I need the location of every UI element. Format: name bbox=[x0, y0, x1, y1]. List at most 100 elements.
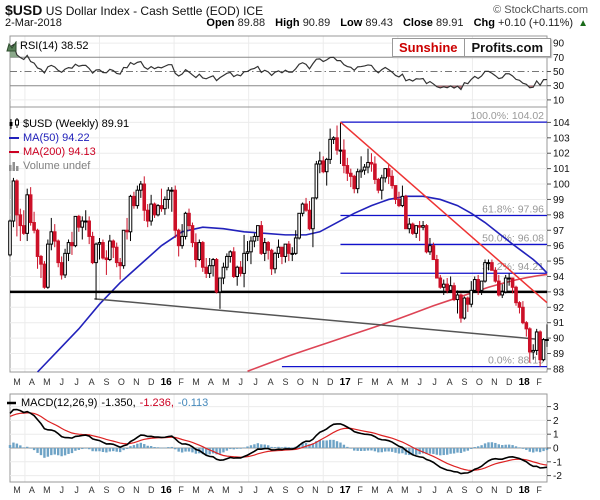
candle-body bbox=[77, 215, 81, 228]
macd-histogram-bar bbox=[435, 448, 439, 455]
date-axis-label: J bbox=[239, 377, 244, 387]
candle-body bbox=[497, 280, 501, 296]
date-axis-label: S bbox=[103, 377, 109, 387]
rsi-legend: RSI(14) 38.52 bbox=[6, 39, 88, 53]
candle-body bbox=[318, 160, 322, 165]
candle-body bbox=[314, 163, 319, 199]
candle-body bbox=[410, 223, 415, 234]
candle-body bbox=[476, 279, 480, 291]
macd-histogram-bar bbox=[249, 445, 253, 448]
candle-body bbox=[452, 285, 456, 301]
date-axis-label: M bbox=[13, 485, 21, 495]
candle-body bbox=[472, 279, 477, 291]
macd-histogram-bar bbox=[39, 448, 43, 456]
candle-body bbox=[70, 242, 74, 247]
candle-body bbox=[541, 339, 546, 361]
macd-legend: MACD(12,26,9) -1.350, -1.236, -0.113 bbox=[6, 396, 208, 410]
macd-histogram-bar bbox=[215, 448, 218, 455]
declining-support-line bbox=[94, 298, 548, 341]
macd-histogram-bar bbox=[273, 447, 277, 448]
rsi-tick-label: 70 bbox=[553, 53, 565, 64]
candle-body bbox=[373, 163, 377, 180]
candle-body bbox=[97, 242, 102, 245]
date-axis-label: J bbox=[239, 485, 244, 495]
candle-body bbox=[324, 158, 329, 173]
candle-body bbox=[94, 243, 98, 264]
candle-body bbox=[207, 265, 212, 274]
macd-histogram-bar bbox=[525, 448, 528, 450]
price-tick-label: 100 bbox=[553, 180, 570, 191]
copyright: © StockCharts.com bbox=[493, 4, 588, 16]
macd-histogram-bar bbox=[22, 447, 25, 448]
candle-body bbox=[187, 212, 191, 227]
candle-body bbox=[287, 243, 291, 254]
macd-histogram-bar bbox=[15, 443, 19, 448]
candle-body bbox=[32, 222, 36, 231]
macd-histogram-bar bbox=[445, 448, 449, 455]
date-axis-label: O bbox=[476, 377, 483, 387]
macd-histogram-bar bbox=[377, 448, 380, 453]
fib-label: 50.0%: 96.08 bbox=[482, 232, 544, 244]
candle-body bbox=[527, 328, 532, 353]
macd-histogram-bar bbox=[77, 448, 81, 450]
candle-body bbox=[369, 161, 374, 165]
candle-body bbox=[8, 220, 12, 256]
macd-histogram-bar bbox=[184, 448, 187, 452]
macd-histogram-bar bbox=[421, 448, 425, 454]
rsi-tick-label: 90 bbox=[553, 39, 565, 50]
candle-body bbox=[101, 242, 105, 259]
candle-body bbox=[235, 266, 239, 277]
macd-histogram-bar bbox=[428, 448, 432, 454]
macd-histogram-bar bbox=[105, 448, 108, 453]
change-label: Chg bbox=[473, 17, 495, 29]
date-axis-label: J bbox=[418, 485, 423, 495]
macd-histogram-bar bbox=[497, 444, 501, 448]
candle-body bbox=[404, 195, 408, 230]
candle-body bbox=[521, 306, 525, 324]
date-axis-label: J bbox=[253, 485, 258, 495]
macd-histogram-bar bbox=[366, 448, 370, 451]
date-axis-label: O bbox=[118, 377, 125, 387]
price-tick-label: 99 bbox=[553, 195, 565, 206]
macd-tick-label: 0 bbox=[553, 444, 559, 455]
macd-histogram-bar bbox=[256, 443, 260, 448]
macd-histogram-bar bbox=[277, 446, 280, 448]
candle-body bbox=[304, 203, 308, 211]
macd-histogram-bar bbox=[253, 444, 256, 448]
macd-histogram-bar bbox=[328, 439, 332, 448]
macd-histogram-bar bbox=[46, 448, 50, 457]
macd-histogram-bar bbox=[318, 439, 322, 448]
candle-body bbox=[269, 249, 274, 270]
macd-histogram-bar bbox=[301, 443, 304, 448]
high-label: High bbox=[275, 17, 300, 29]
candle-body bbox=[400, 195, 405, 207]
candle-body bbox=[459, 294, 463, 319]
candle-body bbox=[242, 252, 246, 274]
date-axis-label: 18 bbox=[519, 485, 531, 496]
candle-body bbox=[118, 262, 122, 267]
macd-histogram-bar bbox=[356, 448, 359, 451]
macd-histogram-bar bbox=[518, 447, 521, 448]
macd-histogram-bar bbox=[32, 448, 36, 451]
date-axis-label: J bbox=[432, 485, 437, 495]
macd-histogram-bar bbox=[504, 444, 507, 448]
candle-body bbox=[273, 252, 277, 270]
macd-histogram-bar bbox=[349, 448, 352, 449]
macd-tick-label: -2 bbox=[553, 471, 562, 482]
candle-body bbox=[345, 165, 350, 174]
change-up-arrow-icon: ▲ bbox=[578, 18, 588, 29]
candle-body bbox=[152, 203, 157, 216]
macd-histogram-bar bbox=[235, 448, 239, 449]
macd-histogram-bar bbox=[545, 448, 549, 451]
rsi-tick-label: 10 bbox=[553, 95, 565, 106]
candle-body bbox=[132, 195, 136, 207]
ma50-line-icon bbox=[9, 137, 19, 139]
price-tick-label: 92 bbox=[553, 303, 565, 314]
candle-body bbox=[228, 251, 233, 257]
candle-body bbox=[114, 246, 119, 264]
macd-histogram-bar bbox=[280, 447, 284, 448]
candle-body bbox=[479, 280, 484, 291]
candle-body bbox=[46, 243, 50, 288]
candle-body bbox=[386, 168, 391, 177]
candle-body bbox=[531, 349, 536, 353]
